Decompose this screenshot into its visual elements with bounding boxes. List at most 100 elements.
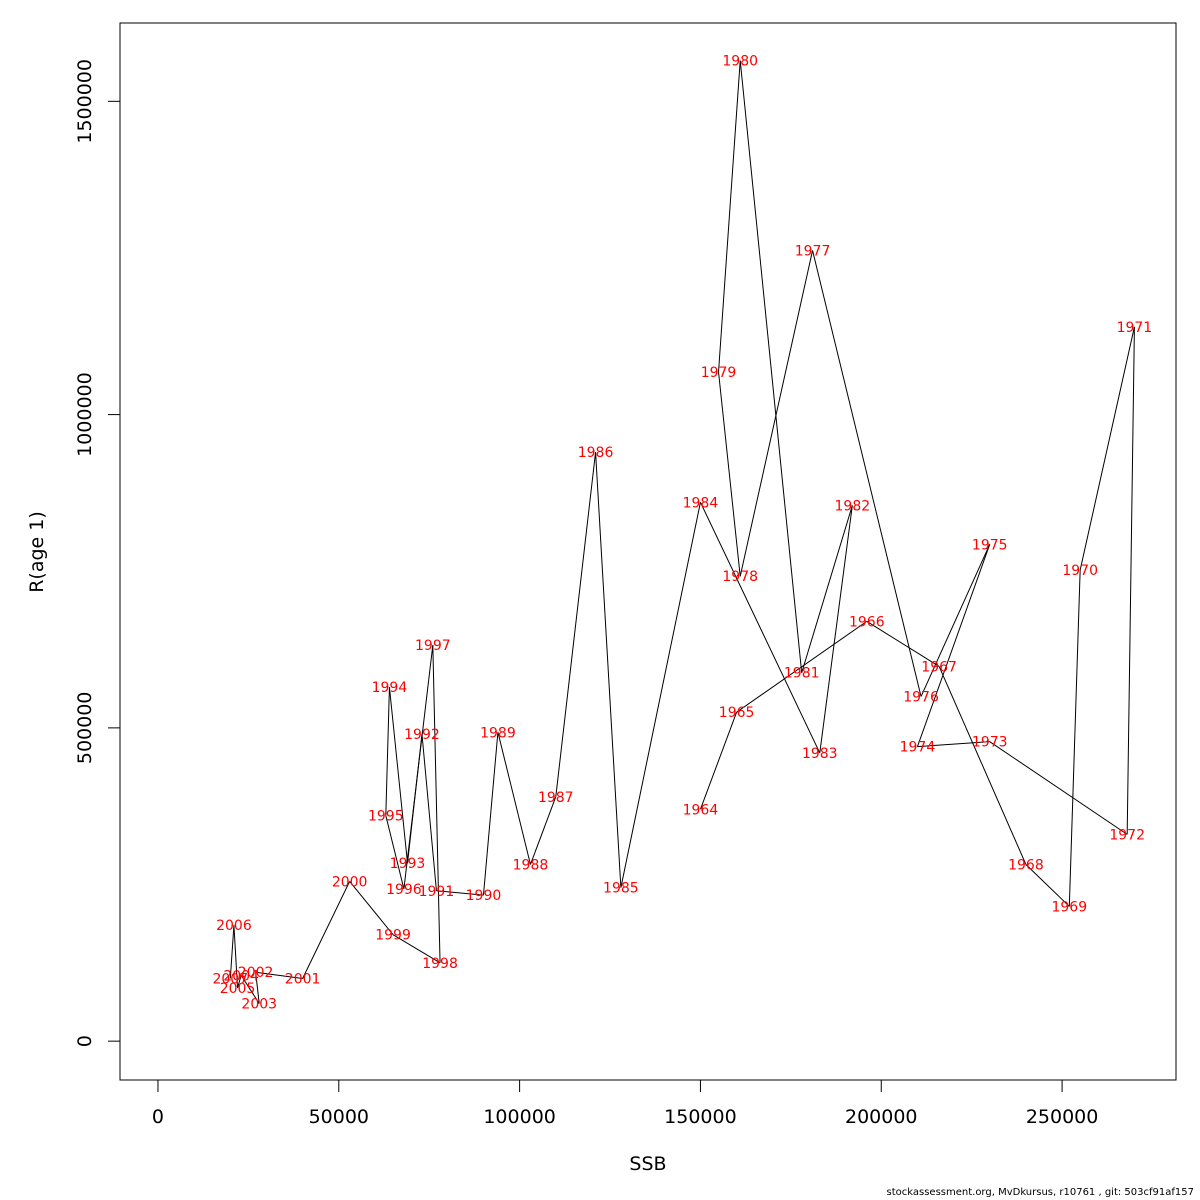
series-segment xyxy=(392,934,441,964)
series-segment xyxy=(718,371,741,577)
point-label-1973: 1973 xyxy=(972,735,1008,751)
series-segment xyxy=(237,975,242,989)
series-segment xyxy=(233,925,239,988)
y-axis-title: R(age 1) xyxy=(26,511,48,593)
series-segment xyxy=(229,925,235,979)
point-label-1964: 1964 xyxy=(683,802,719,818)
point-label-2007: 2007 xyxy=(212,971,248,987)
x-tick-label: 150000 xyxy=(664,1106,737,1128)
point-label-1980: 1980 xyxy=(722,54,758,70)
point-label-1978: 1978 xyxy=(722,569,758,585)
point-label-1996: 1996 xyxy=(386,882,422,898)
point-label-1991: 1991 xyxy=(419,884,455,900)
series-segment xyxy=(801,505,853,673)
point-label-1968: 1968 xyxy=(1008,857,1044,873)
point-label-1993: 1993 xyxy=(390,856,426,872)
point-label-1985: 1985 xyxy=(603,881,639,897)
point-label-1977: 1977 xyxy=(795,243,831,259)
point-label-1982: 1982 xyxy=(835,498,871,514)
y-tick-label: 500000 xyxy=(74,692,96,765)
series-segment xyxy=(302,881,351,979)
series-segment xyxy=(482,732,499,896)
y-tick-label: 0 xyxy=(74,1035,96,1047)
point-label-2002: 2002 xyxy=(238,965,274,981)
series-segment xyxy=(917,741,990,748)
series-segment xyxy=(349,881,394,935)
series-segment xyxy=(736,620,868,713)
footer-credit: stockassessment.org, MvDkursus, r10761 ,… xyxy=(886,1187,1195,1198)
series-segment xyxy=(255,971,303,979)
series-segment xyxy=(699,712,738,810)
series-segment xyxy=(240,975,260,1004)
y-tick-label: 1000000 xyxy=(74,372,96,457)
point-labels-group: 1964 1965 1966 1967 1968 1969 1970 1971 1972 1973… xyxy=(212,54,1152,1013)
series-segment xyxy=(620,502,701,888)
x-axis-title: SSB xyxy=(629,1153,666,1175)
series-segment xyxy=(388,687,409,864)
series-segment xyxy=(920,544,991,697)
x-tick-label: 50000 xyxy=(309,1106,369,1128)
series-segment xyxy=(989,741,1128,835)
series-line-group xyxy=(229,60,1135,1004)
point-label-1965: 1965 xyxy=(719,705,755,721)
series-segment xyxy=(403,645,434,889)
point-label-2003: 2003 xyxy=(241,997,277,1013)
point-label-1989: 1989 xyxy=(480,725,516,741)
point-label-1979: 1979 xyxy=(701,365,737,381)
series-segment xyxy=(739,250,814,577)
y-axis: 0 500000 1000000 1500000 xyxy=(74,59,121,1047)
point-label-1994: 1994 xyxy=(372,680,408,696)
point-label-1984: 1984 xyxy=(683,495,719,511)
series-segment xyxy=(421,734,437,891)
x-tick-label: 250000 xyxy=(1026,1106,1099,1128)
x-tick-label: 100000 xyxy=(483,1106,556,1128)
point-label-1967: 1967 xyxy=(921,659,957,675)
point-label-1966: 1966 xyxy=(849,614,885,630)
x-tick-label: 200000 xyxy=(845,1106,918,1128)
point-label-1987: 1987 xyxy=(538,790,574,806)
point-label-2004: 2004 xyxy=(223,968,259,984)
series-segment xyxy=(555,452,597,797)
point-label-2005: 2005 xyxy=(220,981,256,997)
point-label-1975: 1975 xyxy=(972,537,1008,553)
series-segment xyxy=(1025,864,1070,907)
series-segment xyxy=(1068,569,1081,907)
point-label-1970: 1970 xyxy=(1062,563,1098,579)
series-segment xyxy=(436,890,484,896)
series-segment xyxy=(385,687,390,816)
series-segment xyxy=(866,620,940,667)
series-segment xyxy=(938,666,1027,865)
point-label-1999: 1999 xyxy=(375,928,411,944)
plot-frame xyxy=(119,22,1177,1081)
series-segment xyxy=(819,505,853,754)
series-segment xyxy=(812,250,922,697)
series-segment xyxy=(699,502,821,754)
point-label-2000: 2000 xyxy=(332,874,368,890)
series-segment xyxy=(1079,326,1135,571)
point-label-2006: 2006 xyxy=(216,918,252,934)
series-segment xyxy=(255,972,260,1004)
point-label-1972: 1972 xyxy=(1109,827,1145,843)
point-label-1998: 1998 xyxy=(422,956,458,972)
point-label-1986: 1986 xyxy=(578,445,614,461)
series-segment xyxy=(916,544,991,747)
series-segment xyxy=(739,60,803,673)
series-segment xyxy=(1126,326,1135,835)
point-label-2001: 2001 xyxy=(285,971,321,987)
series-segment xyxy=(718,60,741,373)
series-segment xyxy=(432,645,441,963)
series-segment xyxy=(595,452,622,888)
point-label-1983: 1983 xyxy=(802,746,838,762)
series-segment xyxy=(497,732,531,865)
point-label-1971: 1971 xyxy=(1117,320,1153,336)
series-segment xyxy=(385,815,405,890)
point-label-1990: 1990 xyxy=(466,888,502,904)
point-label-1995: 1995 xyxy=(368,809,404,825)
y-tick-label: 1500000 xyxy=(74,59,96,144)
series-segment xyxy=(529,796,557,865)
x-axis: 0 50000 100000 150000 200000 250000 xyxy=(152,1079,1099,1128)
point-label-1974: 1974 xyxy=(900,740,936,756)
x-tick-label: 0 xyxy=(152,1106,164,1128)
point-label-1976: 1976 xyxy=(903,690,939,706)
